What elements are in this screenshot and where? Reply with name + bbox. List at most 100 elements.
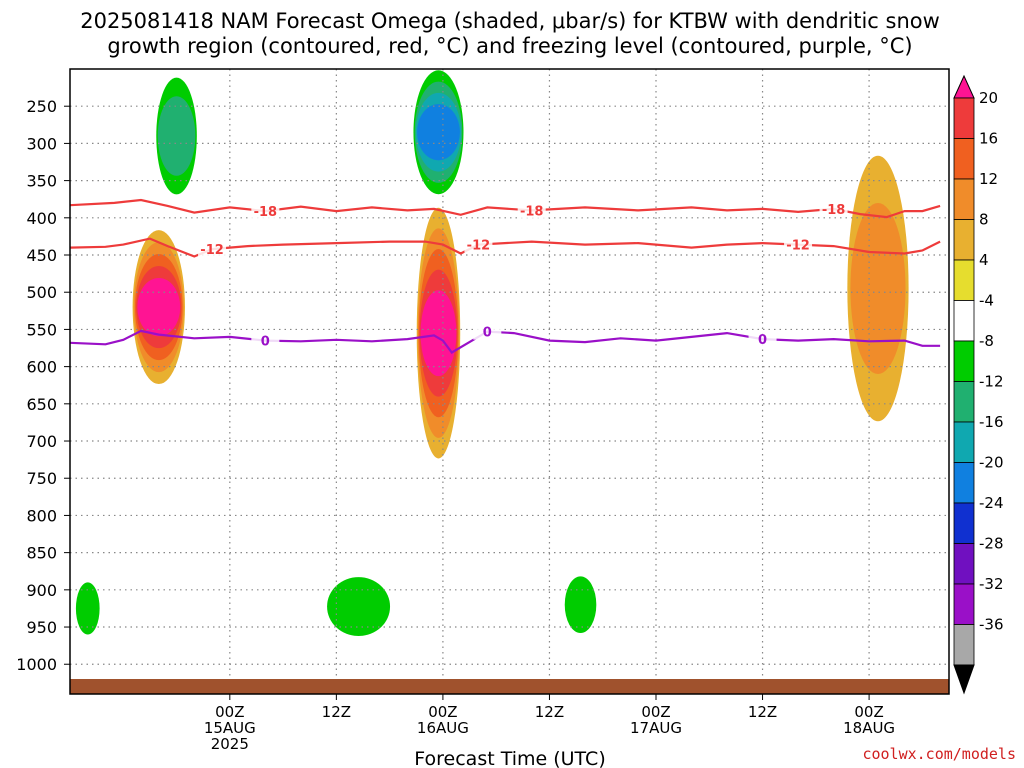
x-tick-label-30-2: 16AUG <box>417 719 469 737</box>
colorbar-segment-7 <box>953 340 975 382</box>
colorbar-label-1: 16 <box>979 130 998 148</box>
colorbar-segment-4 <box>953 219 975 261</box>
contour-label-snow_minus18-0: -18 <box>254 205 278 220</box>
colorbar-label-5: -4 <box>979 292 994 310</box>
y-tick-label-800: 800 <box>26 506 57 525</box>
colorbar: 20 16 12 8 4 -4 -8 -12 -16 -20 -24 -28 -32 -36 <box>953 74 1004 695</box>
colorbar-segment-11 <box>953 502 975 544</box>
x-tick-label-78-2: 18AUG <box>843 719 895 737</box>
colorbar-segment-8 <box>953 381 975 423</box>
x-axis-title: Forecast Time (UTC) <box>414 748 605 768</box>
y-tick-label-400: 400 <box>26 209 57 228</box>
omega-region-0-level-4 <box>137 277 181 337</box>
contour-label-snow_minus12-0: -12 <box>200 243 224 258</box>
contour-label-snow_minus12-1: -12 <box>467 239 491 254</box>
y-tick-label-750: 750 <box>26 469 57 488</box>
omega-region-7-level-1 <box>564 576 597 634</box>
omega-region-3-level-2 <box>157 96 196 176</box>
y-tick-label-550: 550 <box>26 320 57 339</box>
colorbar-label-13: -36 <box>979 616 1004 634</box>
colorbar-label-3: 8 <box>979 211 989 229</box>
contour-label-bg-snow_minus12-0 <box>198 241 227 258</box>
colorbar-segment-12 <box>953 543 975 585</box>
colorbar-label-7: -12 <box>979 373 1004 391</box>
y-tick-label-250: 250 <box>26 97 57 116</box>
x-tick-label-6-1: 00Z <box>215 703 244 721</box>
contour-label-bg-freezing_0-1 <box>473 323 502 340</box>
x-tick-label-54-1: 00Z <box>641 703 670 721</box>
chart-title-line-2: growth region (contoured, red, °C) and f… <box>107 34 912 58</box>
omega-region-2-level-1 <box>850 202 906 375</box>
x-tick-label-54-2: 17AUG <box>630 719 682 737</box>
y-tick-label-950: 950 <box>26 618 57 637</box>
plot-background <box>70 69 949 694</box>
colorbar-label-10: -24 <box>979 494 1004 512</box>
y-tick-label-350: 350 <box>26 172 57 191</box>
colorbar-label-11: -28 <box>979 535 1004 553</box>
contour-label-freezing_0-1: 0 <box>483 326 492 341</box>
omega-region-1-level-4 <box>420 290 457 377</box>
contour-label-bg-freezing_0-0 <box>251 332 280 349</box>
grid-lines <box>70 69 949 694</box>
credit-text: coolwx.com/models <box>862 745 1016 763</box>
y-tick-label-900: 900 <box>26 581 57 600</box>
colorbar-segment-2 <box>953 138 975 180</box>
y-tick-label-850: 850 <box>26 544 57 563</box>
y-tick-label-700: 700 <box>26 432 57 451</box>
colorbar-segment-3 <box>953 178 975 220</box>
contour-label-bg-snow_minus18-2 <box>819 200 848 217</box>
contour-label-snow_minus18-1: -18 <box>520 204 544 219</box>
contour-label-bg-snow_minus12-1 <box>464 236 493 253</box>
colorbar-label-0: 20 <box>979 89 998 107</box>
ground-surface <box>70 679 949 694</box>
contour-label-bg-freezing_0-2 <box>748 331 777 348</box>
contour-label-bg-snow_minus18-0 <box>251 203 280 220</box>
colorbar-segment-1 <box>953 97 975 139</box>
x-tick-label-6-2: 15AUG <box>204 719 256 737</box>
y-tick-label-300: 300 <box>26 134 57 153</box>
colorbar-label-8: -16 <box>979 413 1004 431</box>
plot-frame <box>69 68 950 695</box>
contour-snow_minus18 <box>70 198 941 219</box>
colorbar-segment-10 <box>953 462 975 504</box>
x-tick-label-66-1: 12Z <box>748 703 777 721</box>
colorbar-label-2: 12 <box>979 170 998 188</box>
omega-shading <box>74 69 909 649</box>
omega-region-5-level-1 <box>75 582 100 635</box>
contour-label-freezing_0-2: 0 <box>758 333 767 348</box>
contour-lines: -18 -18 -18 -12 -12 -12 0 0 0 <box>70 198 941 354</box>
x-tick-label-18-1: 12Z <box>322 703 351 721</box>
colorbar-segment-14 <box>953 624 975 666</box>
contour-label-freezing_0-0: 0 <box>261 335 270 350</box>
colorbar-label-6: -8 <box>979 332 994 350</box>
contour-label-bg-snow_minus18-1 <box>517 202 546 219</box>
colorbar-segment-5 <box>953 259 975 301</box>
colorbar-segment-6 <box>953 300 975 342</box>
colorbar-label-12: -32 <box>979 575 1004 593</box>
contour-snow_minus12 <box>70 237 941 258</box>
colorbar-segment-9 <box>953 421 975 463</box>
colorbar-segment-13 <box>953 583 975 625</box>
y-tick-label-500: 500 <box>26 283 57 302</box>
omega-region-4-level-4 <box>417 104 460 161</box>
y-tick-label-450: 450 <box>26 246 57 265</box>
colorbar-label-9: -20 <box>979 454 1004 472</box>
contour-label-snow_minus18-2: -18 <box>822 203 846 218</box>
x-tick-label-78-1: 00Z <box>854 703 883 721</box>
contour-label-snow_minus12-2: -12 <box>786 239 810 254</box>
y-tick-label-600: 600 <box>26 358 57 377</box>
y-tick-label-1000: 1000 <box>16 655 57 674</box>
x-tick-label-6-3: 2025 <box>211 735 249 753</box>
contour-label-bg-snow_minus12-2 <box>784 236 813 253</box>
contour-freezing_0 <box>70 329 941 354</box>
y-axis-ticks: 250 300 350 400 450 500 550 600 650 700 750 800 850 9… <box>16 97 70 674</box>
chart-title-line-1: 2025081418 NAM Forecast Omega (shaded, μ… <box>80 9 940 33</box>
y-tick-label-650: 650 <box>26 395 57 414</box>
colorbar-label-4: 4 <box>979 251 989 269</box>
colorbar-top-arrow <box>953 74 975 99</box>
x-tick-label-42-1: 12Z <box>535 703 564 721</box>
omega-region-6-level-1 <box>327 577 391 637</box>
colorbar-bottom-arrow <box>953 664 975 695</box>
